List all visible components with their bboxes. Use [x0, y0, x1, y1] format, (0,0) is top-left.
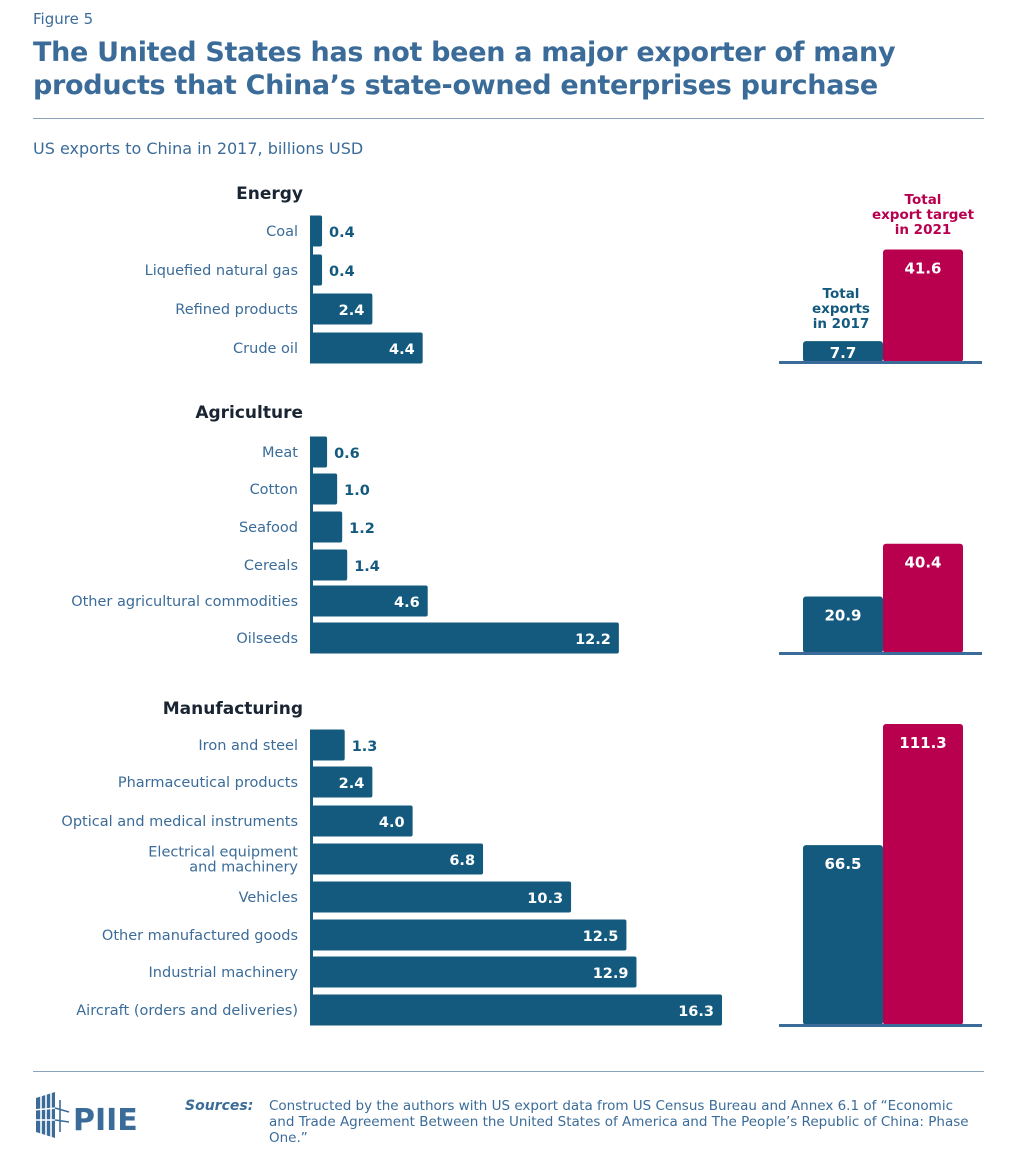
value-label: 4.6	[394, 595, 420, 611]
divider	[33, 118, 984, 119]
chart-subtitle: US exports to China in 2017, billions US…	[33, 139, 364, 158]
axis-line	[310, 436, 313, 654]
target-2021-value: 111.3	[899, 734, 946, 752]
value-label: 1.0	[344, 483, 370, 499]
category-label: Cereals	[244, 558, 298, 574]
value-label: 16.3	[678, 1004, 714, 1020]
total-2017-label: Total exports in 2017	[812, 286, 870, 332]
category-label: Crude oil	[233, 341, 298, 357]
value-label: 12.5	[583, 929, 619, 945]
total-2017-bar	[803, 596, 883, 653]
svg-text:PIIE: PIIE	[73, 1103, 138, 1138]
bar	[312, 215, 323, 247]
group-heading: Manufacturing	[163, 699, 303, 719]
bar	[312, 473, 338, 505]
bar	[312, 766, 373, 798]
bar	[312, 994, 722, 1026]
bar	[312, 254, 323, 286]
group-heading: Agriculture	[195, 403, 303, 423]
bar	[312, 511, 343, 543]
category-label: Refined products	[175, 302, 298, 318]
bar	[312, 585, 428, 617]
category-label: Seafood	[239, 520, 298, 536]
category-label: Pharmaceutical products	[118, 775, 298, 791]
category-label: Meat	[262, 445, 298, 461]
axis-line	[310, 215, 313, 364]
category-label: Other agricultural commodities	[71, 594, 298, 610]
bar	[312, 549, 348, 581]
category-label: Coal	[266, 224, 298, 240]
bar	[312, 919, 627, 951]
axis-line	[310, 729, 313, 1026]
bar	[312, 332, 423, 364]
total-2017-value: 66.5	[824, 855, 861, 873]
baseline	[779, 361, 982, 364]
target-2021-label: Total export target in 2021	[872, 192, 975, 238]
bar	[312, 843, 484, 875]
figure-label: Figure 5	[33, 10, 94, 28]
bar	[312, 956, 637, 988]
value-label: 0.4	[329, 225, 355, 241]
group-heading: Energy	[236, 184, 303, 204]
total-2017-value: 7.7	[830, 344, 857, 362]
value-label: 0.6	[334, 446, 360, 462]
target-2021-bar	[883, 543, 963, 653]
bar	[312, 293, 373, 325]
bar	[312, 436, 328, 468]
target-2021-bar	[883, 249, 963, 362]
value-label: 2.4	[339, 776, 365, 792]
sources-label: Sources:	[185, 1098, 254, 1114]
target-2021-value: 41.6	[904, 259, 941, 277]
value-label: 1.2	[349, 521, 375, 537]
value-label: 4.0	[379, 815, 405, 831]
value-label: 12.9	[593, 966, 629, 982]
category-label: Cotton	[250, 482, 298, 498]
value-label: 1.3	[352, 739, 378, 755]
target-2021-value: 40.4	[904, 554, 941, 572]
bar	[312, 805, 413, 837]
total-2017-value: 20.9	[824, 606, 861, 624]
category-label: Industrial machinery	[149, 965, 299, 981]
category-label: Optical and medical instruments	[61, 814, 298, 830]
value-label: 2.4	[339, 303, 365, 319]
value-label: 1.4	[354, 559, 380, 575]
category-label: Electrical equipment and machinery	[148, 845, 298, 876]
baseline	[779, 1024, 982, 1027]
value-label: 4.4	[389, 342, 415, 358]
value-label: 10.3	[527, 891, 563, 907]
category-label: Other manufactured goods	[102, 928, 298, 944]
total-2017-bar	[803, 341, 883, 362]
value-label: 6.8	[449, 853, 475, 869]
total-2017-bar	[803, 845, 883, 1025]
bar	[312, 729, 345, 761]
category-label: Iron and steel	[198, 738, 298, 754]
divider	[33, 1071, 984, 1072]
category-label: Vehicles	[239, 890, 298, 906]
category-label: Oilseeds	[236, 631, 298, 647]
bar	[312, 881, 572, 913]
chart-title: The United States has not been a major e…	[33, 37, 896, 101]
bar	[312, 622, 619, 654]
value-label: 12.2	[575, 632, 611, 648]
category-label: Aircraft (orders and deliveries)	[76, 1003, 298, 1019]
baseline	[779, 652, 982, 655]
category-label: Liquefied natural gas	[145, 263, 298, 279]
target-2021-bar	[883, 724, 963, 1025]
sources-text: Constructed by the authors with US expor…	[269, 1098, 969, 1146]
value-label: 0.4	[329, 264, 355, 280]
